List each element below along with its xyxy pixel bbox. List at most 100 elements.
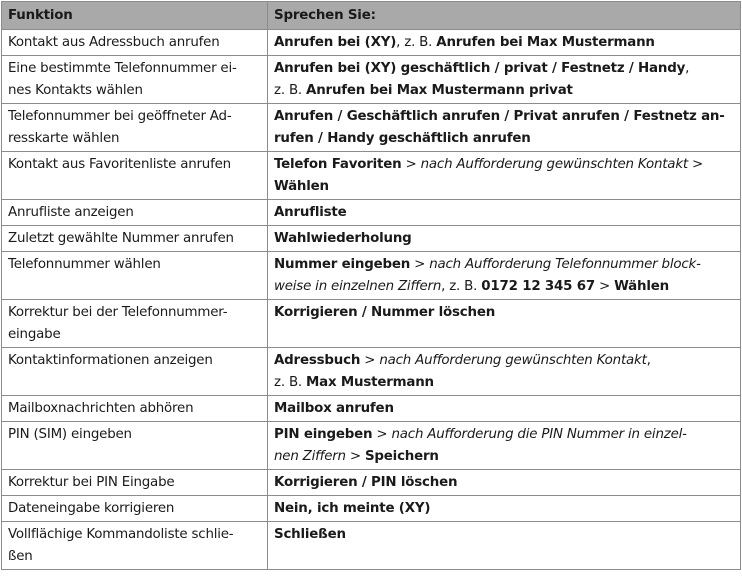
command-cell: Nummer eingeben > nach Aufforderung Tele… [267,251,741,300]
function-text: resskarte wählen [8,131,120,146]
command-hint: z. B. [274,83,307,98]
command-hint: nach Aufforderung die PIN Nummer in einz… [391,427,687,442]
command-hint [274,327,278,342]
command-hint: > [401,157,421,172]
voice-command-table-page: Funktion Sprechen Sie: Kontakt aus Adres… [1,1,741,570]
command-cell: Nein, ich meinte (XY) [267,495,741,522]
command-hint: > [410,257,430,272]
command-hint: > [594,279,615,294]
spoken-command: PIN eingeben [274,427,373,442]
command-cell: Anrufen bei (XY) geschäftlich / privat /… [267,55,741,104]
function-cell: Kontaktinformationen anzeigen [1,347,268,396]
command-cell: Anrufen bei (XY), z. B. Anrufen bei Max … [267,29,741,56]
function-cell: Korrektur bei der Telefonnummer-eingabe [1,299,268,348]
spoken-command: Nummer eingeben [274,257,411,272]
spoken-command: Anrufen / Geschäftlich anrufen / Privat … [274,109,725,124]
spoken-command: Anrufen bei Max Mustermann privat [306,83,573,98]
function-cell: Kontakt aus Favoritenliste anrufen [1,151,268,200]
command-hint: , [685,61,690,76]
table-header: Funktion Sprechen Sie: [1,1,741,30]
function-cell: Dateneingabe korrigieren [1,495,268,522]
function-text: Telefonnummer bei geöffneter Ad- [8,109,232,124]
command-line: Anrufen bei (XY), z. B. Anrufen bei Max … [274,32,734,54]
header-sprechen: Sprechen Sie: [267,1,741,30]
table-row: Eine bestimmte Telefonnummer ei-nes Kont… [1,55,741,104]
function-text: Anrufliste anzeigen [8,205,134,220]
command-hint: > [372,427,392,442]
command-line: Nummer eingeben > nach Aufforderung Tele… [274,254,734,276]
command-cell: Anrufliste [267,199,741,226]
function-text: Kontakt aus Adressbuch anrufen [8,35,220,50]
command-line: Telefon Favoriten > nach Aufforderung ge… [274,154,734,176]
command-line: Adressbuch > nach Aufforderung gewünscht… [274,350,734,372]
command-hint: nach Aufforderung Telefonnummer block- [429,257,701,272]
command-line: Schließen [274,524,734,546]
function-cell: Anrufliste anzeigen [1,199,268,226]
command-line: z. B. Anrufen bei Max Mustermann privat [274,80,734,102]
command-hint: nach Aufforderung gewünschten Kontakt [379,353,647,368]
command-hint: weise in einzelnen Ziffern [274,279,442,294]
function-text: Vollflächige Kommandoliste schlie- [8,527,234,542]
command-cell: Wahlwiederholung [267,225,741,252]
table-row: Vollflächige Kommandoliste schlie-ßen Sch… [1,521,741,570]
command-cell: Adressbuch > nach Aufforderung gewünscht… [267,347,741,396]
command-hint: > [687,157,703,172]
spoken-command: Telefon Favoriten [274,157,402,172]
command-line: Nein, ich meinte (XY) [274,498,734,520]
spoken-command: Wahlwiederholung [274,231,412,246]
function-text: Korrektur bei der Telefonnummer- [8,305,228,320]
spoken-command: Anrufen bei Max Mustermann [436,35,655,50]
spoken-command: Speichern [364,449,439,464]
spoken-command: Wählen [614,279,669,294]
command-cell: PIN eingeben > nach Aufforderung die PIN… [267,421,741,470]
spoken-command: Anrufliste [274,205,347,220]
spoken-command: Anrufen bei (XY) [274,35,397,50]
function-cell: Korrektur bei PIN Eingabe [1,469,268,496]
table-row: Kontakt aus Adressbuch anrufen Anrufen be… [1,29,741,56]
function-cell: Eine bestimmte Telefonnummer ei-nes Kont… [1,55,268,104]
spoken-command: Korrigieren / Nummer löschen [274,305,496,320]
command-line: Mailbox anrufen [274,398,734,420]
function-text: Telefonnummer wählen [8,257,161,272]
command-line [274,324,734,346]
spoken-command: Adressbuch [274,353,361,368]
function-text: Kontakt aus Favoritenliste anrufen [8,157,231,172]
function-cell: Telefonnummer bei geöffneter Ad-resskart… [1,103,268,152]
table-row: Telefonnummer bei geöffneter Ad-resskart… [1,103,741,152]
function-text: nes Kontakts wählen [8,83,143,98]
spoken-command: Anrufen bei (XY) geschäftlich / privat /… [274,61,686,76]
spoken-command: Korrigieren / PIN löschen [274,475,458,490]
function-text: ßen [8,549,33,564]
command-cell: Anrufen / Geschäftlich anrufen / Privat … [267,103,741,152]
command-line: z. B. Max Mustermann [274,372,734,394]
table-row: Zuletzt gewählte Nummer anrufen Wahlwiede… [1,225,741,252]
spoken-command: Max Mustermann [306,375,434,390]
command-cell: Korrigieren / Nummer löschen [267,299,741,348]
table-row: Korrektur bei der Telefonnummer-eingabe K… [1,299,741,348]
command-cell: Telefon Favoriten > nach Aufforderung ge… [267,151,741,200]
function-cell: Mailboxnachrichten abhören [1,395,268,422]
command-line: Korrigieren / PIN löschen [274,472,734,494]
table-row: Mailboxnachrichten abhören Mailbox anrufe… [1,395,741,422]
table-row: Kontaktinformationen anzeigen Adressbuch … [1,347,741,396]
function-text: Mailboxnachrichten abhören [8,401,194,416]
command-line: weise in einzelnen Ziffern, z. B. 0172 1… [274,276,734,298]
spoken-command: Wählen [274,179,329,194]
command-line: Anrufen / Geschäftlich anrufen / Privat … [274,106,734,128]
table-row: Dateneingabe korrigieren Nein, ich meinte… [1,495,741,522]
command-hint: nen Ziffern [274,449,346,464]
table-row: Korrektur bei PIN Eingabe Korrigieren / P… [1,469,741,496]
command-hint [274,549,278,564]
function-text: PIN (SIM) eingeben [8,427,132,442]
table-row: Telefonnummer wählen Nummer eingeben > na… [1,251,741,300]
spoken-command: 0172 12 345 67 [481,279,595,294]
command-line: PIN eingeben > nach Aufforderung die PIN… [274,424,734,446]
table-row: Anrufliste anzeigen Anrufliste [1,199,741,226]
command-hint: , z. B. [441,279,482,294]
function-text: Dateneingabe korrigieren [8,501,175,516]
command-cell: Schließen [267,521,741,570]
function-cell: Kontakt aus Adressbuch anrufen [1,29,268,56]
function-text: Kontaktinformationen anzeigen [8,353,213,368]
spoken-command: Mailbox anrufen [274,401,394,416]
command-hint: nach Aufforderung gewünschten Kontakt [420,157,689,172]
